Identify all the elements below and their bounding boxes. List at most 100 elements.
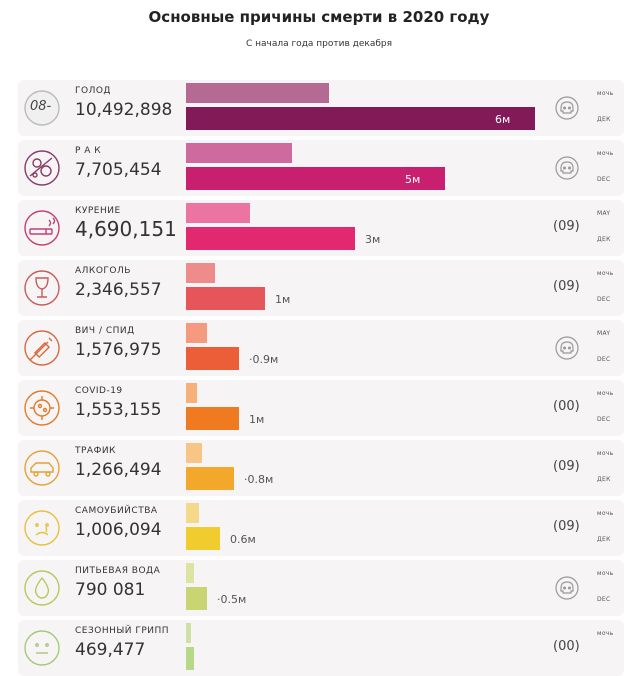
chart-title: Основные причины смерти в 2020 году [148, 8, 490, 26]
bar-previous [186, 323, 207, 343]
cause-total: 2,346,557 [75, 280, 162, 300]
bar-current [186, 107, 535, 130]
month-label-top: мочь [597, 270, 614, 277]
cause-label: САМОУБИЙСТВА [75, 506, 158, 516]
bar-current [186, 347, 239, 370]
bar-current [186, 527, 220, 550]
bar-value-label: ·0.8м [244, 473, 274, 486]
skull-icon [555, 576, 579, 600]
bar-value-label: 6м [495, 113, 511, 126]
month-label-top: мочь [597, 630, 614, 637]
bar-plot: ·0.5м [186, 560, 586, 616]
water-drop-icon [22, 568, 62, 608]
cause-total: 10,492,898 [75, 100, 173, 120]
bar-plot: 5м [186, 140, 586, 196]
syringe-icon [22, 328, 62, 368]
chart-row: ТРАФИК 1,266,494 ·0.8м (09) мочь ДЕК [0, 440, 638, 496]
cause-total: 7,705,454 [75, 160, 162, 180]
rank-number: (09) [553, 459, 580, 474]
cause-label: СЕЗОННЫЙ ГРИПП [75, 626, 170, 636]
icon-code-label: 08- [30, 99, 52, 114]
skull-icon [555, 336, 579, 360]
bar-current [186, 647, 194, 670]
cause-total: 1,576,975 [75, 340, 162, 360]
bar-previous [186, 263, 215, 283]
circle-icon [22, 88, 62, 128]
cause-total: 4,690,151 [75, 217, 177, 241]
month-label-bottom: ДЕК [597, 536, 611, 543]
bar-previous [186, 623, 191, 643]
chart-row: ПИТЬЕВАЯ ВОДА 790 081 ·0.5м мочь DEC [0, 560, 638, 616]
chart-row: курение 4,690,151 3м (09) MAY ДЕК [0, 200, 638, 256]
month-label-top: мочь [597, 450, 614, 457]
cause-total: 1,006,094 [75, 520, 162, 540]
chart-subtitle: С начала года против декабря [245, 39, 393, 49]
bar-current [186, 167, 445, 190]
rank-number: (00) [553, 399, 580, 414]
cause-total: 1,266,494 [75, 460, 162, 480]
month-label-top: мочь [597, 570, 614, 577]
bar-plot [186, 620, 586, 676]
cause-total: 469,477 [75, 640, 146, 660]
month-label-top: мочь [597, 510, 614, 517]
month-label-top: MAY [597, 210, 611, 217]
bar-plot: ·0.8м [186, 440, 586, 496]
bar-current [186, 587, 207, 610]
month-label-bottom: DEC [597, 176, 611, 183]
wine-glass-icon [22, 268, 62, 308]
bar-previous [186, 143, 292, 163]
cause-label: курение [75, 206, 121, 216]
cause-label: р а к [75, 146, 102, 156]
month-label-bottom: DEC [597, 356, 611, 363]
rank-number: (09) [553, 219, 580, 234]
cause-label: ПИТЬЕВАЯ ВОДА [75, 566, 161, 576]
bar-plot: ·0.9м [186, 320, 586, 376]
month-label-bottom: ДЕК [597, 476, 611, 483]
month-label-top: мочь [597, 390, 614, 397]
bar-current [186, 407, 239, 430]
rank-number: (09) [553, 279, 580, 294]
cause-total: 1,553,155 [75, 400, 162, 420]
row-background [18, 500, 624, 556]
rank-number: (00) [553, 639, 580, 654]
month-label-top: мочь [597, 150, 614, 157]
chart-row: АЛКОГОЛЬ 2,346,557 1м (09) мочь DEC [0, 260, 638, 316]
cause-label: ТРАФИК [75, 446, 116, 456]
sad-face-icon [22, 508, 62, 548]
cause-label: ВИЧ / СПИД [75, 326, 135, 336]
chart-row: ВИЧ / СПИД 1,576,975 ·0.9м MAY DEC [0, 320, 638, 376]
bar-previous [186, 383, 197, 403]
bar-value-label: 0.6м [230, 533, 256, 546]
bar-previous [186, 83, 329, 103]
month-label-bottom: DEC [597, 296, 611, 303]
chart-row: 08- ГОЛОД 10,492,898 6м мочь ДЕК [0, 80, 638, 136]
car-icon [22, 448, 62, 488]
bar-value-label: ·0.5м [217, 593, 247, 606]
cause-label: АЛКОГОЛЬ [75, 266, 131, 276]
flu-face-icon [22, 628, 62, 668]
bar-plot: 6м [186, 80, 586, 136]
bar-previous [186, 503, 199, 523]
chart-row: САМОУБИЙСТВА 1,006,094 0.6м (09) мочь ДЕК [0, 500, 638, 556]
row-background [18, 380, 624, 436]
rank-number: (09) [553, 519, 580, 534]
bar-value-label: ·0.9м [249, 353, 279, 366]
chart-row: СЕЗОННЫЙ ГРИПП 469,477 (00) мочь [0, 620, 638, 676]
virus-icon [22, 388, 62, 428]
cigarette-icon [22, 208, 62, 248]
chart-row: COVID-19 1,553,155 1м (00) мочь DEC [0, 380, 638, 436]
cause-label: ГОЛОД [75, 86, 111, 96]
month-label-top: MAY [597, 330, 611, 337]
bar-current [186, 287, 265, 310]
bar-plot: 1м [186, 260, 586, 316]
bar-current [186, 467, 234, 490]
month-label-bottom: ДЕК [597, 116, 611, 123]
skull-icon [555, 96, 579, 120]
cause-total: 790 081 [75, 580, 146, 600]
bar-value-label: 1м [275, 293, 291, 306]
bar-plot: 3м [186, 200, 586, 256]
bar-previous [186, 563, 194, 583]
bar-previous [186, 203, 250, 223]
bar-previous [186, 443, 202, 463]
month-label-bottom: DEC [597, 416, 611, 423]
